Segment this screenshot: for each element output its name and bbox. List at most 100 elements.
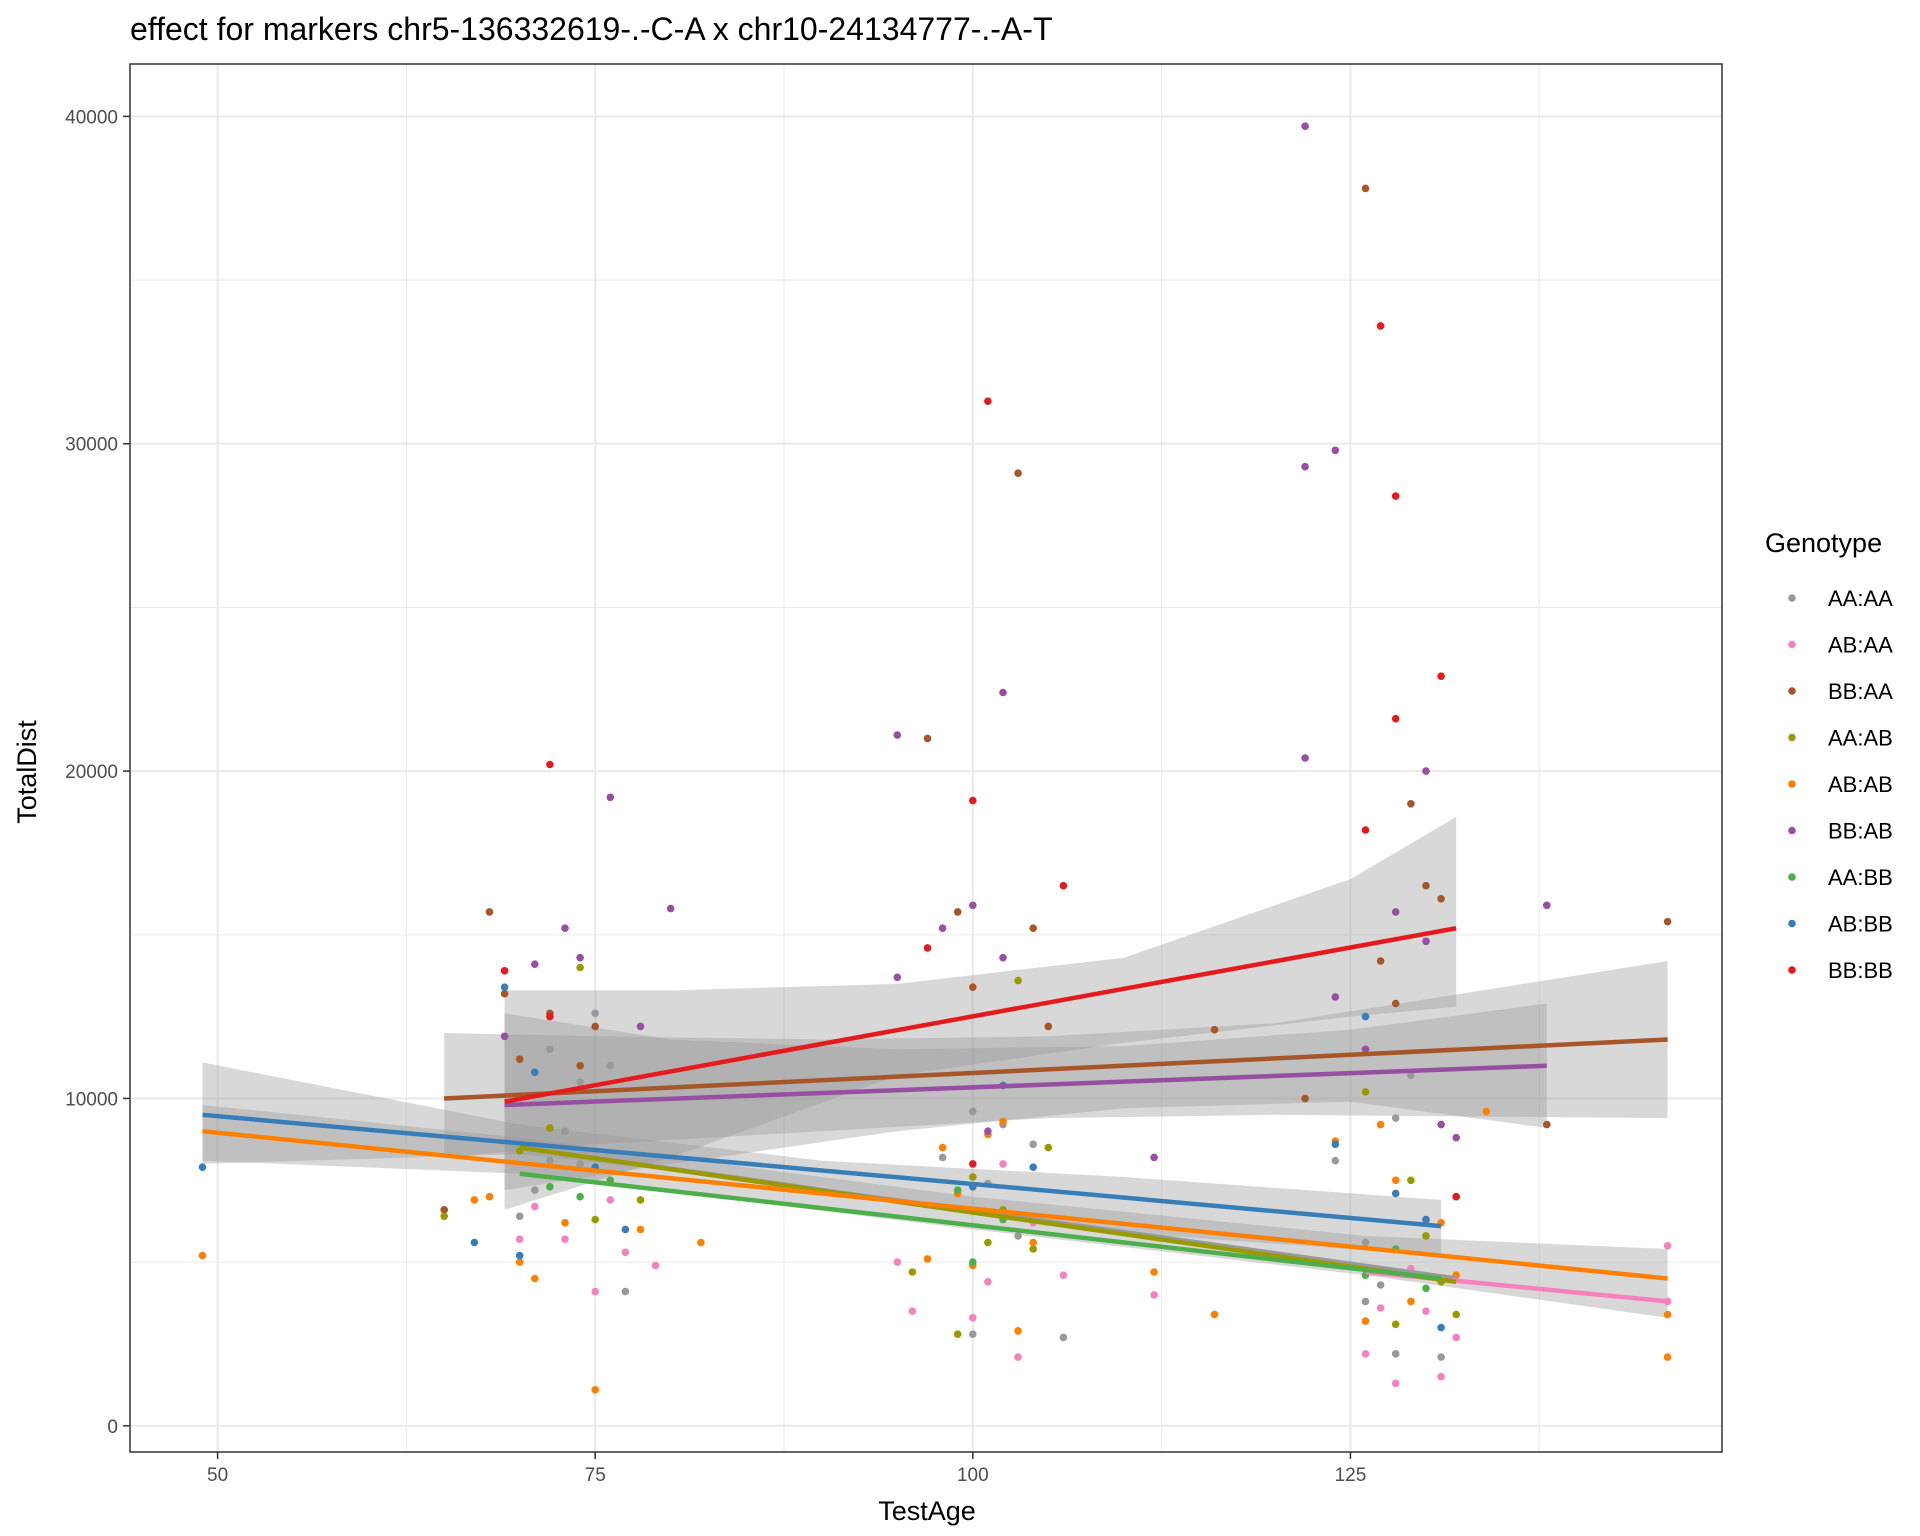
data-point bbox=[651, 1261, 660, 1270]
data-point bbox=[1029, 1140, 1037, 1149]
data-point bbox=[1422, 1215, 1430, 1224]
data-point bbox=[1422, 1284, 1430, 1293]
data-point bbox=[561, 924, 569, 932]
data-point bbox=[515, 1251, 524, 1260]
data-point bbox=[198, 1251, 207, 1260]
confidence-ribbon bbox=[504, 1003, 1547, 1191]
legend-key bbox=[1788, 687, 1796, 695]
fit-lines bbox=[202, 926, 1668, 1304]
data-point bbox=[621, 1248, 630, 1257]
data-point bbox=[1029, 924, 1037, 932]
data-point bbox=[1029, 1163, 1037, 1171]
data-point bbox=[1663, 1353, 1672, 1361]
data-point bbox=[1437, 1120, 1445, 1129]
data-point bbox=[531, 1274, 539, 1283]
data-point bbox=[1376, 957, 1385, 965]
data-point bbox=[546, 760, 554, 769]
data-point bbox=[1391, 999, 1400, 1008]
data-point bbox=[576, 963, 584, 972]
data-point bbox=[1014, 1353, 1022, 1361]
data-point bbox=[1437, 1353, 1445, 1361]
data-point bbox=[1361, 826, 1370, 834]
scatter-points bbox=[198, 122, 1672, 1394]
data-point bbox=[953, 1330, 962, 1338]
data-point bbox=[969, 1258, 977, 1266]
data-point bbox=[1391, 714, 1400, 723]
x-axis: 50 75 100 125 bbox=[207, 1452, 1366, 1486]
data-point bbox=[440, 1212, 449, 1221]
data-point bbox=[1663, 1310, 1672, 1319]
fit-line bbox=[519, 1145, 1457, 1285]
x-tick-label: 50 bbox=[207, 1465, 228, 1486]
x-axis-title: TestAge bbox=[878, 1496, 976, 1526]
data-point bbox=[1376, 1281, 1385, 1289]
data-point bbox=[485, 1192, 494, 1201]
data-point bbox=[1150, 1291, 1158, 1299]
data-point bbox=[1301, 1094, 1309, 1103]
data-point bbox=[1029, 1238, 1037, 1247]
data-point bbox=[591, 1287, 599, 1296]
data-point bbox=[1210, 1025, 1219, 1034]
data-point bbox=[636, 1022, 645, 1031]
data-point bbox=[1391, 492, 1400, 500]
data-point bbox=[576, 1192, 584, 1201]
data-point bbox=[1044, 1143, 1053, 1152]
data-point bbox=[1391, 1320, 1400, 1329]
data-point bbox=[1391, 1379, 1400, 1388]
data-point bbox=[1437, 1372, 1445, 1381]
data-point bbox=[546, 1124, 554, 1132]
data-point bbox=[1452, 1133, 1460, 1142]
data-point bbox=[470, 1238, 479, 1247]
data-point bbox=[1029, 1245, 1037, 1253]
data-point bbox=[1361, 1350, 1370, 1358]
data-point bbox=[500, 967, 509, 975]
data-point bbox=[531, 1068, 539, 1077]
legend-label: AB:BB bbox=[1828, 912, 1893, 937]
data-point bbox=[576, 1160, 584, 1168]
data-point bbox=[999, 953, 1007, 962]
data-point bbox=[893, 973, 902, 982]
data-point bbox=[606, 1196, 615, 1204]
data-point bbox=[984, 1127, 992, 1135]
data-point bbox=[636, 1225, 645, 1234]
data-point bbox=[636, 1196, 645, 1204]
data-point bbox=[1361, 1045, 1370, 1054]
fit-line bbox=[504, 926, 1457, 1104]
legend-key bbox=[1788, 919, 1796, 928]
panel-frame bbox=[129, 63, 1723, 1453]
data-point bbox=[969, 1330, 977, 1338]
data-point bbox=[1422, 1307, 1430, 1315]
confidence-ribbon bbox=[202, 1062, 1442, 1256]
data-point bbox=[1301, 122, 1309, 130]
data-point bbox=[1422, 1232, 1430, 1240]
y-tick-label: 10000 bbox=[65, 1089, 118, 1110]
data-point bbox=[561, 1127, 569, 1135]
y-axis: 0 10000 20000 30000 40000 bbox=[65, 107, 130, 1438]
data-point bbox=[1210, 1310, 1219, 1319]
data-point bbox=[1422, 881, 1430, 890]
data-point bbox=[1437, 672, 1445, 680]
data-point bbox=[515, 1055, 524, 1063]
data-point bbox=[893, 731, 902, 739]
data-point bbox=[1663, 1242, 1672, 1250]
data-point bbox=[1391, 908, 1400, 916]
data-point bbox=[1422, 767, 1430, 775]
data-point bbox=[1331, 1156, 1340, 1165]
data-point bbox=[969, 901, 977, 910]
legend-key bbox=[1788, 780, 1796, 788]
y-tick-label: 40000 bbox=[65, 107, 118, 128]
data-point bbox=[893, 1258, 902, 1266]
data-point bbox=[621, 1225, 630, 1234]
data-point bbox=[515, 1235, 524, 1243]
data-point bbox=[1014, 1232, 1022, 1240]
x-tick-label: 125 bbox=[1335, 1465, 1367, 1486]
data-point bbox=[666, 904, 675, 913]
data-point bbox=[531, 1202, 539, 1211]
y-tick-label: 30000 bbox=[65, 435, 118, 456]
data-point bbox=[1391, 1189, 1400, 1198]
data-point bbox=[1361, 184, 1370, 193]
data-point bbox=[953, 908, 962, 916]
legend-title: Genotype bbox=[1765, 528, 1882, 558]
data-point bbox=[1376, 1304, 1385, 1312]
legend-key bbox=[1788, 640, 1796, 649]
